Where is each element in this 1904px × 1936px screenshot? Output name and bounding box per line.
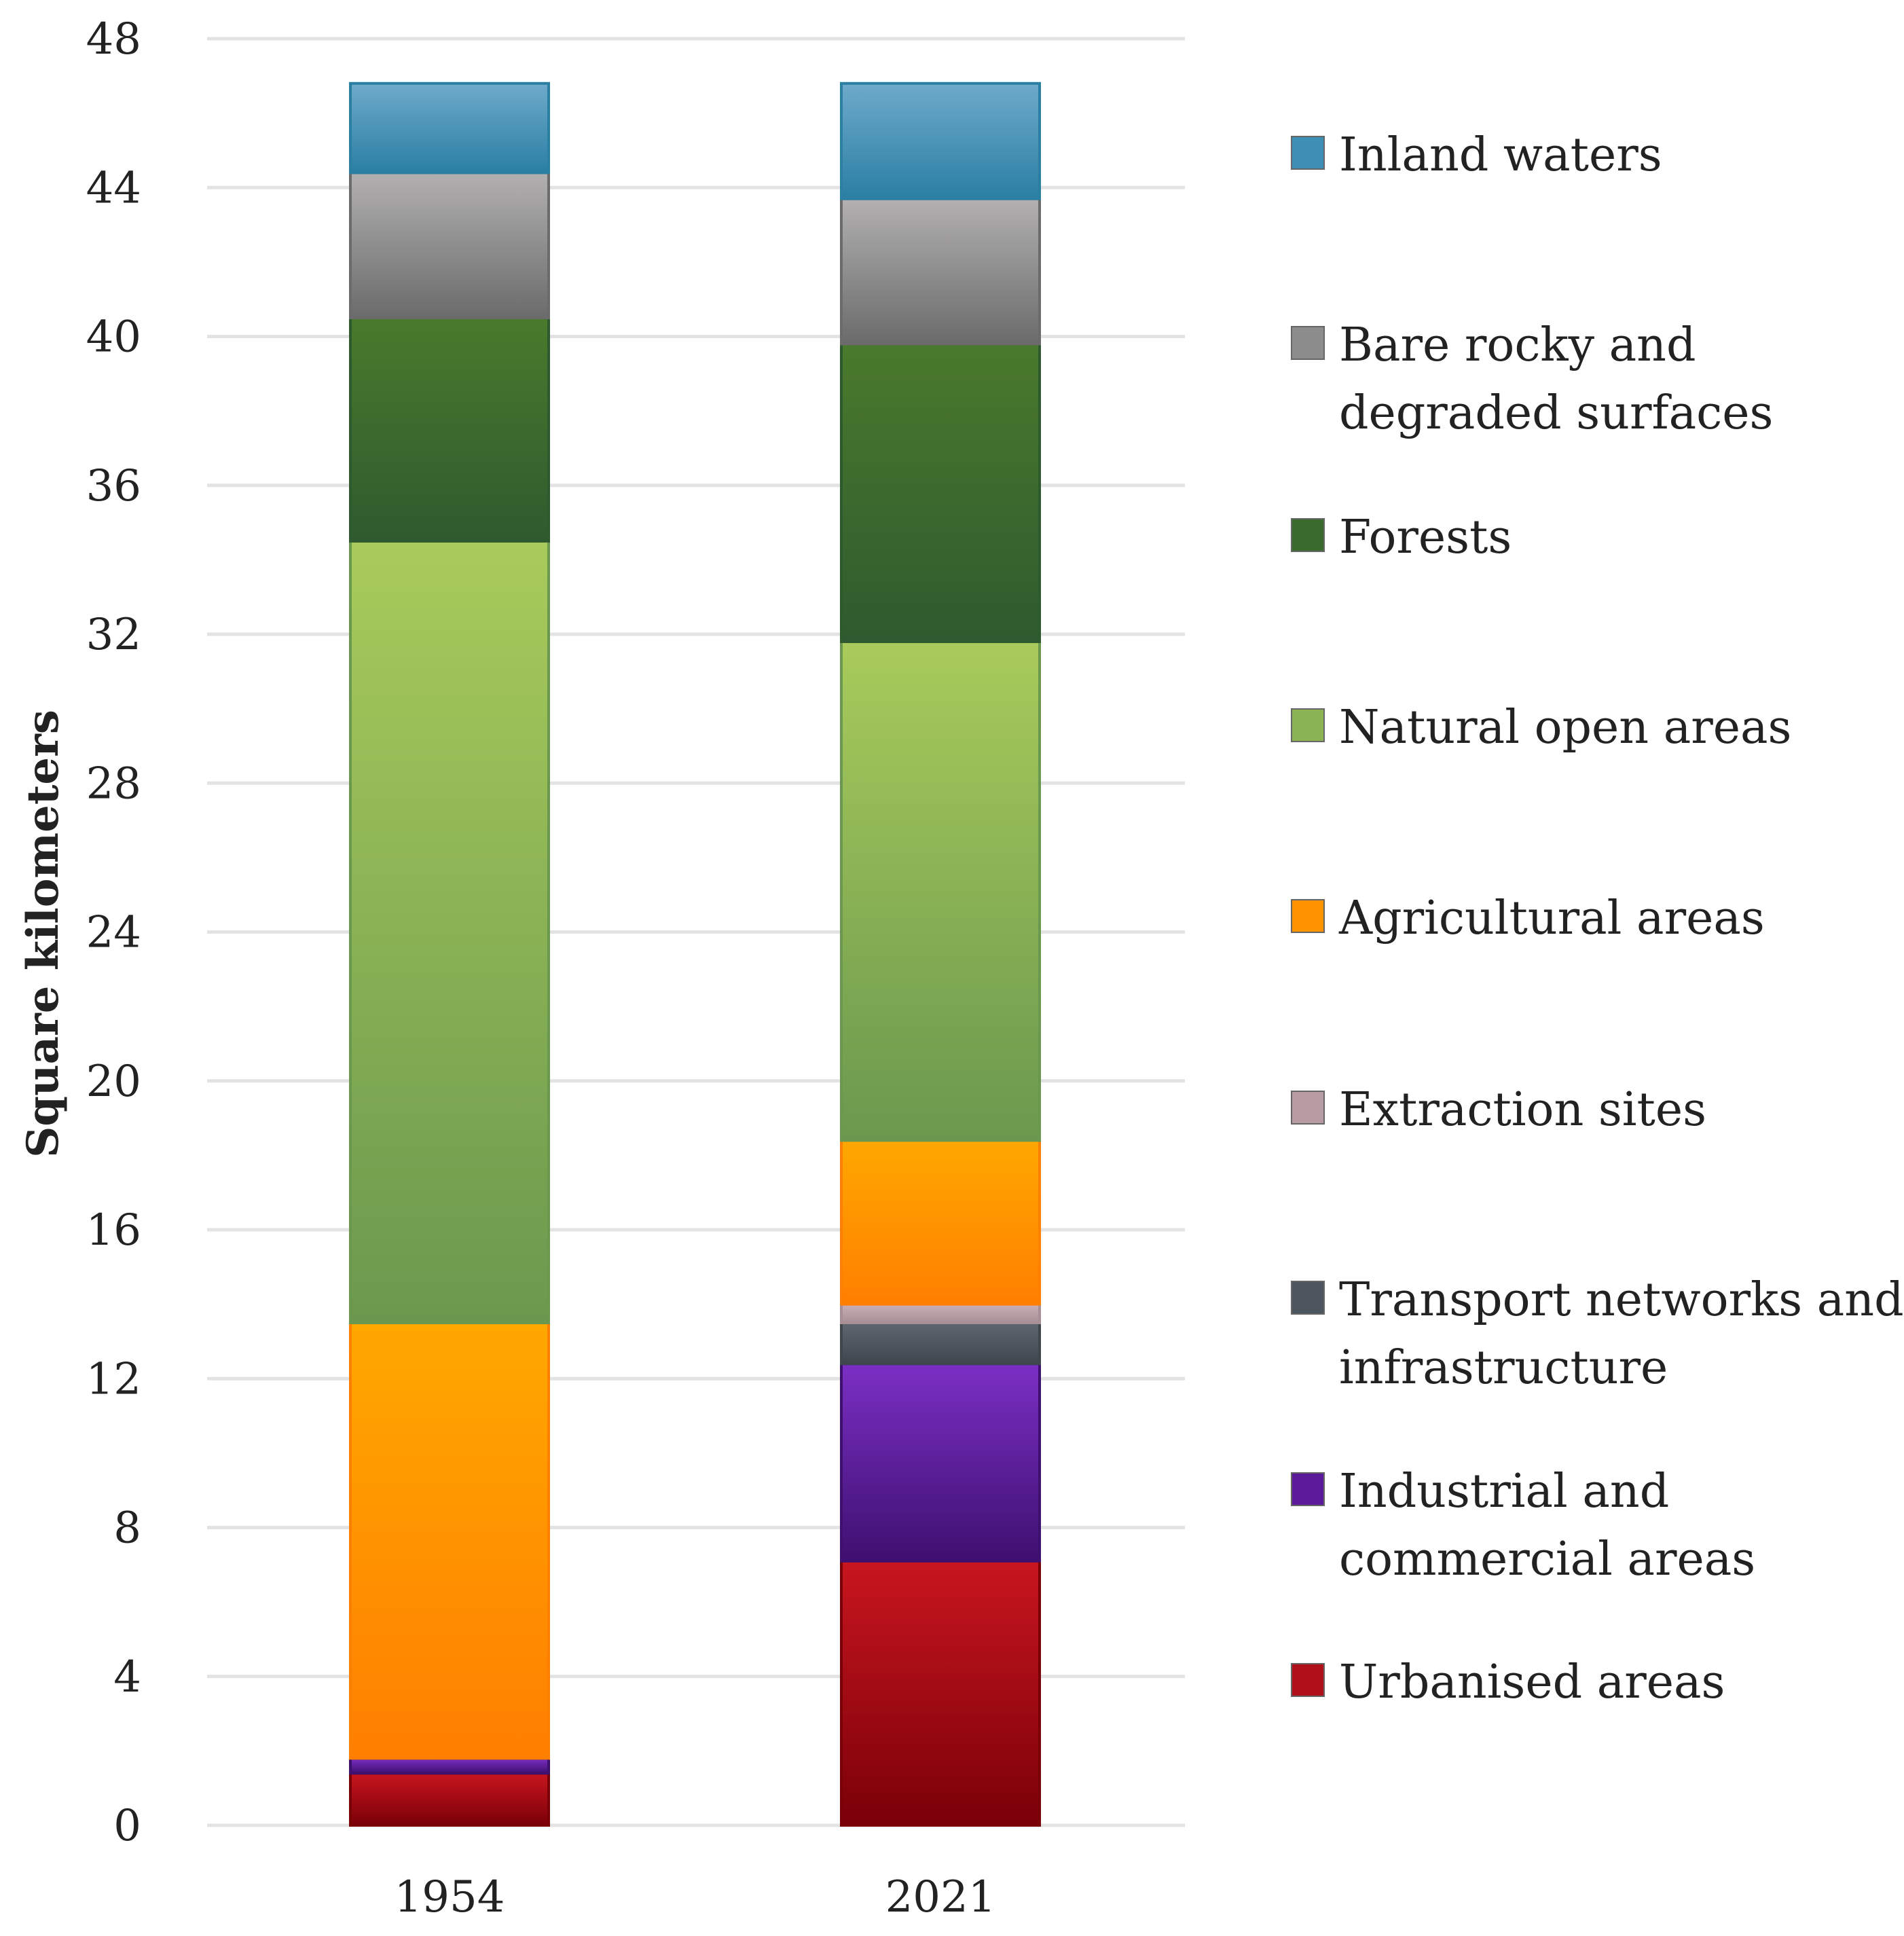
bar-segment-urbanised-areas-1954 <box>349 1772 550 1827</box>
y-tick-label: 48 <box>86 14 141 65</box>
bar-segment-extraction-sites-2021 <box>840 1302 1041 1325</box>
legend-swatch <box>1291 1281 1325 1315</box>
legend-label: Transport networks and <box>1339 1273 1904 1327</box>
bar-segment-transport-networks-and-infrastructure-2021 <box>840 1321 1041 1366</box>
bar-segment-natural-open-areas-1954 <box>349 539 550 1325</box>
legend-swatch <box>1291 326 1325 360</box>
x-tick-label: 1954 <box>395 1872 505 1922</box>
legend-item: Agricultural areas <box>1291 892 1765 945</box>
bar-segment-forests-1954 <box>349 316 550 543</box>
legend: Inland waters Bare rocky and degraded surf… <box>1291 128 1904 1709</box>
x-axis-ticks: 1954 2021 <box>395 1872 996 1922</box>
bar-segment-industrial-and-commercial-areas-1954 <box>349 1757 550 1775</box>
bar-segment-inland-waters-1954 <box>349 81 550 175</box>
legend-label: infrastructure <box>1339 1341 1668 1395</box>
bars <box>349 81 1041 1827</box>
y-tick-label: 0 <box>113 1801 141 1851</box>
bar-segment-bare-rocky-and-degraded-surfaces-2021 <box>840 197 1041 346</box>
bar-segment-urbanised-areas-2021 <box>840 1559 1041 1827</box>
y-tick-label: 12 <box>86 1354 141 1404</box>
bar-segment-industrial-and-commercial-areas-2021 <box>840 1362 1041 1563</box>
bar-segment-bare-rocky-and-degraded-surfaces-1954 <box>349 171 550 320</box>
bar-segment-agricultural-areas-1954 <box>349 1321 550 1760</box>
legend-item: Natural open areas <box>1291 701 1791 754</box>
legend-swatch <box>1291 518 1325 552</box>
bar-segment-inland-waters-2021 <box>840 81 1041 200</box>
y-tick-label: 40 <box>86 312 141 363</box>
legend-item: Forests <box>1291 511 1512 564</box>
legend-item: Urbanised areas <box>1291 1656 1725 1709</box>
legend-label: commercial areas <box>1339 1533 1755 1586</box>
legend-swatch <box>1291 899 1325 933</box>
y-tick-label: 24 <box>86 908 141 958</box>
y-tick-label: 32 <box>86 610 141 660</box>
y-tick-label: 20 <box>86 1057 141 1107</box>
legend-label: Urbanised areas <box>1339 1656 1725 1709</box>
bar-segment-forests-2021 <box>840 342 1041 643</box>
legend-label: Agricultural areas <box>1338 892 1765 945</box>
bar-segment-natural-open-areas-2021 <box>840 640 1041 1142</box>
legend-swatch <box>1291 708 1325 742</box>
y-tick-label: 4 <box>113 1652 141 1702</box>
y-axis-title: Square kilometers <box>18 710 69 1158</box>
legend-item: Industrial and commercial areas <box>1291 1465 1755 1586</box>
legend-label: Industrial and <box>1339 1465 1669 1518</box>
legend-swatch <box>1291 1091 1325 1125</box>
legend-item: Extraction sites <box>1291 1083 1706 1137</box>
legend-label: Natural open areas <box>1339 701 1791 754</box>
legend-swatch <box>1291 136 1325 170</box>
legend-label: Inland waters <box>1339 128 1662 182</box>
y-tick-label: 8 <box>113 1503 141 1554</box>
legend-swatch <box>1291 1663 1325 1697</box>
y-tick-label: 44 <box>86 163 141 213</box>
legend-label: Forests <box>1339 511 1512 564</box>
legend-label: Extraction sites <box>1339 1083 1706 1137</box>
legend-item: Transport networks and infrastructure <box>1291 1273 1904 1395</box>
y-tick-label: 28 <box>86 759 141 809</box>
legend-item: Bare rocky and degraded surfaces <box>1291 318 1773 440</box>
legend-label: degraded surfaces <box>1339 386 1773 440</box>
x-tick-label: 2021 <box>885 1872 996 1922</box>
legend-item: Inland waters <box>1291 128 1662 182</box>
bar-segment-agricultural-areas-2021 <box>840 1139 1041 1306</box>
y-tick-label: 36 <box>86 461 141 511</box>
y-tick-label: 16 <box>86 1205 141 1256</box>
legend-label: Bare rocky and <box>1339 318 1696 372</box>
legend-swatch <box>1291 1472 1325 1506</box>
